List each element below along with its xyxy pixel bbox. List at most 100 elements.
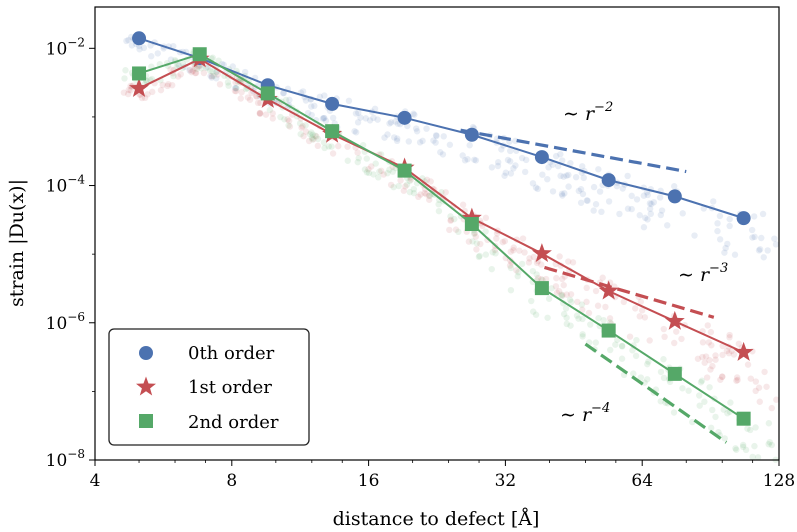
scatter-point — [624, 172, 631, 180]
scatter-point — [354, 158, 361, 166]
scatter-point — [545, 164, 552, 171]
scatter-point — [154, 50, 161, 57]
scatter-point — [561, 190, 568, 197]
scatter-point — [368, 163, 375, 170]
scatter-point — [198, 65, 205, 72]
scatter-point — [237, 95, 244, 102]
scatter-point — [452, 226, 460, 233]
scatter-point — [363, 155, 370, 162]
scatter-point — [754, 454, 762, 461]
scatter-point — [579, 315, 586, 323]
scatter-point — [515, 269, 522, 276]
scatter-point — [538, 261, 545, 268]
scatter-point — [363, 169, 371, 176]
scatter-point — [560, 173, 567, 180]
scatter-point — [657, 211, 665, 219]
scatter-point — [325, 143, 332, 150]
scatter-point — [405, 138, 412, 145]
scatter-point — [763, 383, 770, 390]
scatter-point — [567, 291, 575, 298]
scatter-point — [592, 201, 600, 208]
scatter-point — [574, 298, 581, 306]
scatter-point — [192, 69, 200, 77]
scatter-point — [216, 81, 224, 88]
scatter-point — [506, 147, 514, 155]
data-point-series-0 — [601, 173, 616, 188]
scatter-point — [553, 289, 561, 296]
scatter-point — [599, 274, 606, 281]
scatter-point — [464, 156, 471, 163]
y-tick-label: 10−2 — [46, 35, 85, 59]
scatter-point — [238, 88, 245, 96]
scatter-point — [521, 249, 528, 256]
scatter-point — [374, 116, 381, 123]
scatter-point — [492, 250, 499, 257]
series-layer — [129, 31, 754, 426]
scatter-point — [208, 73, 216, 80]
scatter-point — [489, 249, 496, 256]
scatter-point — [302, 122, 309, 129]
scatter-point — [558, 291, 565, 298]
scatter-point — [208, 74, 215, 81]
scatter-point — [723, 347, 731, 355]
scatter-point — [432, 132, 440, 139]
scatter-point — [549, 161, 556, 168]
scatter-point — [624, 205, 632, 212]
scatter-point — [128, 42, 136, 49]
scatter-point — [577, 199, 585, 206]
scatter-point — [747, 426, 754, 434]
scatter-point — [715, 429, 722, 436]
scatter-point — [724, 240, 731, 248]
scatter-point — [380, 171, 387, 178]
scatter-point — [606, 346, 614, 354]
scatter-point — [314, 135, 322, 143]
scatter-point — [749, 234, 756, 241]
scatter-point — [328, 143, 335, 150]
scatter-point — [646, 337, 653, 344]
scatter-point — [354, 149, 361, 156]
scatter-point — [372, 160, 379, 167]
scatter-point — [125, 86, 132, 94]
scatter-point — [689, 418, 696, 426]
scatter-point — [491, 246, 499, 254]
scatter-point — [638, 307, 646, 314]
scatter-point — [354, 119, 362, 126]
scatter-point — [731, 251, 739, 258]
scatter-point — [755, 247, 763, 254]
scatter-point — [725, 349, 733, 357]
scatter-point — [225, 82, 232, 89]
scatter-point — [605, 198, 613, 205]
scatter-point — [739, 441, 747, 449]
scatter-point — [549, 188, 557, 195]
scatter-point — [679, 385, 686, 392]
scatter-point — [612, 341, 619, 348]
legend-label-2nd-order: 2nd order — [188, 412, 279, 433]
scatter-point — [344, 157, 351, 164]
scatter-point — [555, 288, 563, 295]
scatter-point — [423, 191, 430, 198]
scatter-point — [744, 425, 751, 432]
scatter-point — [726, 331, 733, 339]
scatter-point — [459, 201, 467, 208]
scatter-point — [721, 435, 728, 442]
scatter-point — [532, 184, 540, 191]
scatter-point — [471, 229, 478, 237]
scatter-point — [671, 339, 678, 347]
scatter-point — [587, 321, 594, 328]
y-tick-label: 10−6 — [46, 310, 85, 334]
scatter-point — [256, 109, 264, 117]
scatter-point — [120, 89, 128, 96]
scatter-point — [752, 378, 760, 385]
scatter-point — [733, 377, 740, 384]
scatter-point — [352, 110, 360, 117]
scatter-point — [526, 255, 533, 262]
scatter-point — [595, 314, 602, 322]
scatter-point — [751, 233, 758, 241]
scatter-point — [592, 339, 599, 346]
scatter-point — [210, 72, 217, 80]
scatter-point — [507, 286, 515, 294]
scatter-point — [661, 333, 668, 341]
scatter-point — [714, 220, 721, 227]
scatter-point — [559, 192, 566, 199]
scatter-point — [600, 316, 607, 324]
